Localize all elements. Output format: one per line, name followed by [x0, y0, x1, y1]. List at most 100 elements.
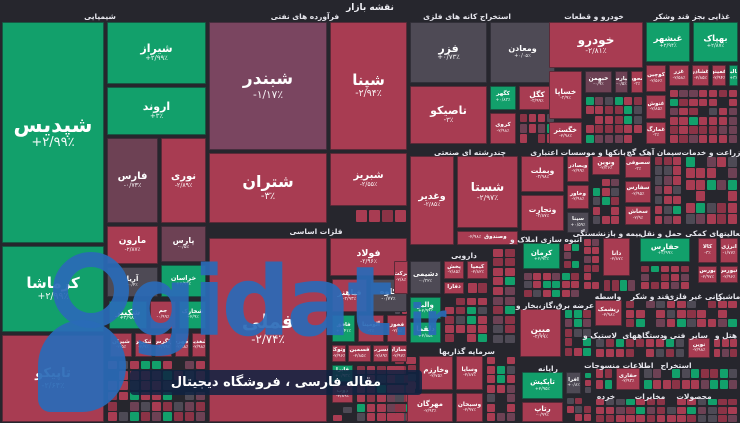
mini-tile[interactable]	[708, 117, 718, 125]
mini-tile[interactable]	[394, 209, 406, 222]
mini-tile[interactable]	[677, 398, 686, 406]
mini-tile[interactable]	[571, 289, 579, 297]
mini-tile[interactable]	[583, 328, 591, 337]
mini-tile[interactable]	[537, 113, 545, 123]
mini-tile[interactable]	[592, 247, 599, 255]
mini-tile[interactable]	[646, 398, 656, 406]
mini-tile[interactable]	[636, 415, 646, 422]
mini-tile[interactable]	[477, 297, 487, 306]
mini-tile[interactable]	[685, 156, 695, 167]
mini-tile[interactable]	[595, 115, 604, 124]
mini-tile[interactable]	[604, 125, 613, 134]
mini-tile[interactable]	[585, 125, 594, 134]
mini-tile[interactable]	[506, 356, 515, 365]
mini-tile[interactable]	[677, 406, 686, 414]
mini-tile[interactable]	[566, 397, 574, 405]
mini-tile[interactable]	[466, 315, 476, 324]
mini-tile[interactable]	[681, 379, 690, 389]
mini-tile[interactable]	[583, 309, 591, 318]
mini-tile[interactable]	[727, 202, 737, 213]
mini-tile[interactable]	[729, 379, 737, 389]
mini-tile[interactable]	[687, 309, 696, 318]
stock-tile[interactable]: شیراز +۲/۹۹٪	[107, 22, 206, 84]
mini-tile[interactable]	[537, 123, 545, 133]
mini-tile[interactable]	[140, 391, 150, 401]
mini-tile[interactable]	[699, 89, 708, 98]
mini-tile[interactable]	[195, 370, 205, 380]
mini-tile[interactable]	[561, 281, 570, 289]
mini-tile[interactable]	[660, 265, 669, 273]
mini-tile[interactable]	[584, 387, 591, 393]
stock-tile[interactable]: وبملت -۲/۹۸٪	[521, 156, 564, 192]
mini-tile[interactable]	[717, 309, 727, 318]
mini-tile[interactable]	[689, 135, 698, 143]
mini-tile[interactable]	[696, 168, 706, 178]
mini-tile[interactable]	[162, 381, 172, 390]
mini-tile[interactable]	[665, 338, 674, 347]
mini-tile[interactable]	[366, 403, 376, 412]
stock-tile[interactable]: محور-۳٪	[631, 71, 643, 93]
mini-tile[interactable]	[656, 319, 666, 327]
mini-tile[interactable]	[504, 286, 515, 295]
mini-tile[interactable]	[624, 134, 633, 143]
mini-tile[interactable]	[592, 216, 601, 224]
mini-tile[interactable]	[162, 401, 172, 411]
stock-tile[interactable]: زاگرس-۲/۹۹٪	[155, 333, 172, 357]
mini-tile[interactable]	[376, 403, 386, 412]
stock-tile[interactable]: فایرا +۰/۹۳٪	[332, 365, 353, 382]
stock-tile[interactable]: ذوب -۲/۸۹٪	[332, 385, 353, 403]
mini-tile[interactable]	[625, 300, 635, 309]
stock-tile[interactable]: پارس -۰/۵٪	[161, 226, 206, 262]
stock-tile[interactable]: تاپکیش +۲/۹۵٪	[522, 372, 563, 399]
mini-tile[interactable]	[672, 379, 680, 389]
mini-tile[interactable]	[595, 398, 605, 406]
mini-tile[interactable]	[504, 277, 515, 286]
mini-tile[interactable]	[583, 264, 591, 272]
mini-tile[interactable]	[592, 281, 599, 289]
mini-tile[interactable]	[665, 348, 674, 357]
mini-tile[interactable]	[653, 368, 661, 378]
mini-tile[interactable]	[184, 401, 194, 411]
mini-tile[interactable]	[662, 379, 671, 389]
stock-tile[interactable]: دشیمی -۰/۳۲٪	[410, 261, 441, 294]
mini-tile[interactable]	[718, 107, 728, 116]
mini-tile[interactable]	[129, 401, 139, 411]
mini-tile[interactable]	[655, 348, 664, 357]
stock-tile[interactable]: غالبر+۳٪	[729, 65, 738, 86]
mini-tile[interactable]	[650, 282, 659, 289]
mini-tile[interactable]	[195, 401, 205, 411]
mini-tile[interactable]	[573, 309, 582, 318]
stock-tile[interactable]: شستا -۲/۹۷٪	[457, 156, 518, 228]
stock-tile[interactable]: مهرگان -۲/۹۳٪	[407, 393, 453, 422]
mini-tile[interactable]	[672, 368, 680, 378]
mini-tile[interactable]	[601, 178, 610, 187]
mini-tile[interactable]	[466, 325, 476, 333]
mini-tile[interactable]	[679, 126, 688, 134]
mini-tile[interactable]	[583, 255, 591, 263]
mini-tile[interactable]	[601, 197, 610, 206]
mini-tile[interactable]	[727, 214, 737, 224]
mini-tile[interactable]	[151, 370, 161, 380]
mini-tile[interactable]	[601, 187, 610, 196]
mini-tile[interactable]	[636, 398, 646, 406]
mini-tile[interactable]	[697, 415, 707, 422]
stock-tile[interactable]: شبریز -۲/۵۵٪	[330, 153, 407, 206]
mini-tile[interactable]	[624, 106, 633, 115]
stock-tile[interactable]: وتوکا -۲/۹۶٪	[332, 345, 346, 362]
mini-tile[interactable]	[717, 214, 727, 224]
mini-tile[interactable]	[496, 365, 505, 374]
mini-tile[interactable]	[533, 289, 541, 297]
mini-tile[interactable]	[669, 126, 678, 134]
mini-tile[interactable]	[561, 289, 570, 297]
mini-tile[interactable]	[583, 347, 591, 356]
mini-tile[interactable]	[492, 296, 503, 305]
mini-tile[interactable]	[162, 370, 172, 380]
mini-tile[interactable]	[184, 360, 194, 370]
mini-tile[interactable]	[595, 96, 604, 105]
mini-tile[interactable]	[681, 368, 690, 378]
stock-tile[interactable]: آلومینا -۳٪	[358, 315, 384, 342]
mini-tile[interactable]	[721, 348, 729, 357]
mini-tile[interactable]	[645, 348, 654, 357]
mini-tile[interactable]	[604, 106, 613, 115]
mini-tile[interactable]	[718, 415, 727, 422]
